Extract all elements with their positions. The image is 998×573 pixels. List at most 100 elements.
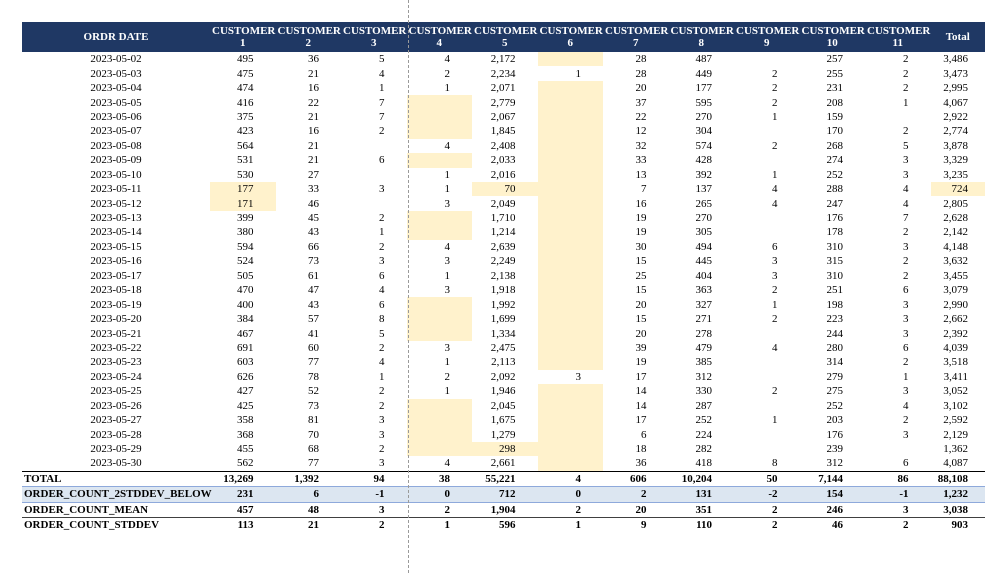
count-cell: [406, 441, 472, 457]
count-cell: 282: [695, 443, 713, 456]
count-cell: 3: [444, 255, 451, 268]
summary-cell: 88,108: [930, 470, 985, 487]
count-cell: 45: [308, 212, 319, 225]
count-cell: 691: [237, 341, 254, 354]
count-cell: 4: [379, 356, 385, 369]
count-cell: 603: [237, 356, 254, 369]
summary-cell: 2: [734, 517, 800, 533]
count-cell: 14: [635, 385, 647, 398]
count-cell: 1,675: [490, 414, 516, 427]
column-header: CUSTOMER 8: [668, 22, 734, 52]
count-cell: 21: [308, 139, 319, 152]
count-cell: 6: [772, 240, 778, 253]
count-cell: 176: [826, 428, 844, 441]
count-cell: 16: [308, 82, 319, 95]
count-cell: [734, 370, 800, 384]
count-cell: 22: [635, 110, 647, 123]
summary-cell: 596: [472, 517, 538, 533]
column-header: CUSTOMER 5: [472, 22, 538, 52]
summary-row: ORDER_COUNT_2STDDEV_BELOW 231 6 -1 0 712 0 2 131…: [22, 486, 985, 503]
data-row: 2023-05-23 603 77 4 1 2,113 19 385 314 2 3,518: [22, 355, 985, 370]
count-cell: 1: [444, 385, 451, 398]
count-cell: 268: [826, 139, 844, 152]
count-cell: 2,129: [943, 428, 968, 441]
summary-cell: 55,221: [472, 470, 538, 487]
summary-cell: 131: [668, 486, 734, 503]
count-cell: 177: [210, 181, 276, 197]
count-cell: 178: [826, 226, 844, 239]
count-cell: 170: [826, 125, 844, 138]
count-cell: 449: [695, 67, 713, 80]
date-cell: 2023-05-05: [90, 96, 142, 109]
count-cell: 3: [575, 370, 582, 383]
count-cell: 251: [826, 284, 844, 297]
count-cell: 2: [772, 385, 778, 398]
count-cell: 6: [379, 269, 385, 282]
data-row: 2023-05-07 423 16 2 1,845 12 304 170 2 2,774: [22, 124, 985, 139]
count-cell: 198: [826, 298, 844, 311]
count-cell: 314: [826, 356, 844, 369]
date-cell: 2023-05-13: [90, 212, 142, 225]
count-cell: 6: [903, 341, 909, 354]
data-row: 2023-05-12 171 46 3 2,049 16 265 4 247 4 2,805: [22, 196, 985, 211]
count-cell: [406, 398, 472, 413]
count-cell: 4,148: [943, 240, 968, 253]
count-cell: 3: [772, 269, 778, 282]
count-cell: 524: [237, 255, 254, 268]
count-cell: 30: [635, 240, 647, 253]
summary-cell: 1,904: [472, 501, 538, 518]
count-cell: 6: [903, 457, 909, 470]
count-cell: 2,049: [490, 197, 516, 210]
count-cell: 2,922: [943, 110, 968, 123]
count-cell: [406, 95, 472, 110]
count-cell: 3,235: [943, 168, 968, 181]
summary-cell: 2: [341, 517, 407, 533]
count-cell: 278: [695, 327, 713, 340]
count-cell: [537, 52, 603, 67]
count-cell: 257: [826, 53, 844, 66]
count-cell: 275: [826, 385, 844, 398]
count-cell: 315: [826, 255, 844, 268]
count-cell: 1: [444, 269, 451, 282]
page-break-line: [408, 0, 409, 573]
count-cell: 2,662: [943, 313, 968, 326]
summary-label: ORDER_COUNT_2STDDEV_BELOW: [22, 486, 212, 503]
count-cell: 288: [826, 183, 844, 196]
count-cell: 375: [237, 110, 254, 123]
count-cell: 3,329: [943, 154, 968, 167]
count-cell: 3,473: [943, 67, 968, 80]
count-cell: 358: [237, 414, 254, 427]
count-cell: 3: [379, 255, 385, 268]
count-cell: 22: [308, 96, 319, 109]
count-cell: [734, 211, 800, 225]
count-cell: [865, 442, 931, 456]
count-cell: 61: [308, 269, 319, 282]
count-cell: 3: [772, 255, 778, 268]
count-cell: 2: [379, 125, 385, 138]
count-cell: [537, 355, 603, 370]
count-cell: 2: [379, 341, 385, 354]
count-cell: 2,408: [490, 139, 516, 152]
count-cell: 3: [903, 385, 909, 398]
count-cell: [537, 167, 603, 182]
count-cell: 3: [444, 197, 451, 210]
date-cell: 2023-05-08: [90, 139, 142, 152]
count-cell: 73: [308, 255, 319, 268]
count-cell: [734, 124, 800, 138]
count-cell: 2: [903, 356, 909, 369]
date-cell: 2023-05-23: [90, 356, 142, 369]
count-cell: 2,774: [943, 125, 968, 138]
count-cell: 2,045: [490, 399, 516, 412]
count-cell: [537, 181, 603, 197]
count-cell: [537, 210, 603, 226]
count-cell: 70: [308, 428, 319, 441]
date-cell: 2023-05-15: [90, 240, 142, 253]
count-cell: 223: [826, 313, 844, 326]
summary-cell: 2: [865, 517, 931, 533]
count-cell: 470: [237, 284, 254, 297]
count-cell: 4: [772, 183, 778, 196]
summary-cell: 4: [537, 470, 603, 487]
column-header: CUSTOMER 11: [865, 22, 931, 52]
column-header: CUSTOMER 10: [799, 22, 865, 52]
count-cell: 36: [308, 53, 319, 66]
